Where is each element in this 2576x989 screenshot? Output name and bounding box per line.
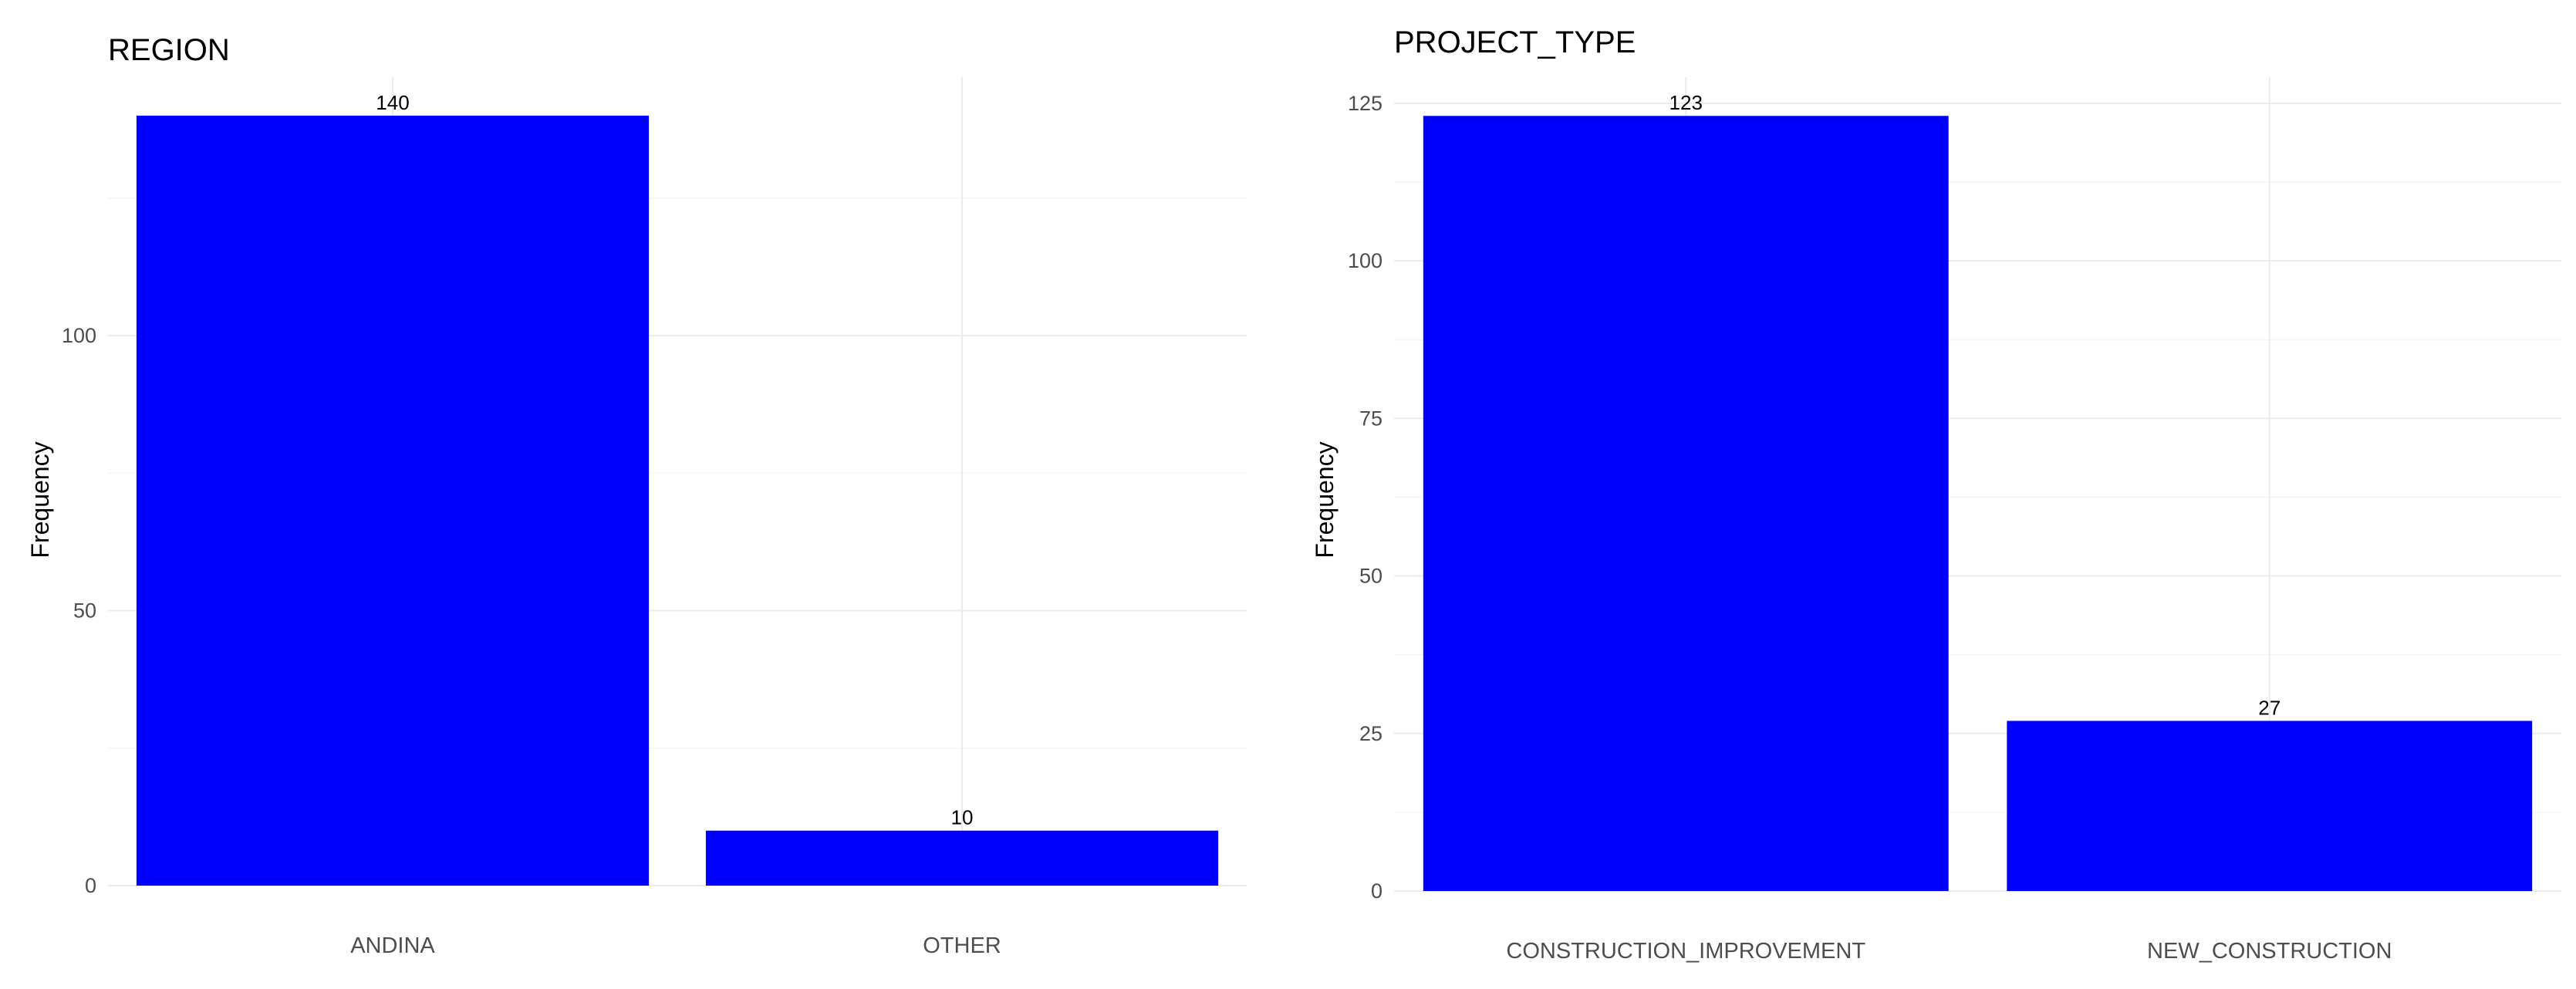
y-tick-label: 0 (1371, 879, 1383, 903)
x-tick-label: OTHER (923, 933, 1001, 958)
bar (136, 115, 650, 886)
project-type-chart: PROJECT_TYPE Frequency 12327025507510012… (1311, 25, 2561, 964)
y-tick-label: 100 (1348, 249, 1383, 272)
y-tick-label: 125 (1348, 92, 1383, 115)
y-tick-label: 75 (1359, 407, 1383, 430)
y-tick-label: 25 (1359, 722, 1383, 745)
bar-value-label: 10 (951, 806, 974, 829)
x-tick-label: NEW_CONSTRUCTION (2147, 939, 2392, 964)
y-tick-label: 50 (1359, 565, 1383, 588)
y-axis-title: Frequency (1311, 441, 1339, 558)
plot-area: 123 27 0 25 50 75 100 125 CONSTRUCTION_IMPROVEME… (1348, 77, 2561, 964)
bar-value-label: 140 (376, 91, 409, 114)
bar (705, 830, 1219, 886)
bar (1423, 116, 1949, 891)
y-tick-label: 100 (62, 324, 96, 347)
x-tick-label: ANDINA (350, 933, 435, 958)
chart-title: REGION (108, 33, 230, 67)
y-tick-label: 0 (85, 874, 96, 897)
bar-value-label: 27 (2258, 696, 2281, 719)
bar-value-label: 123 (1670, 91, 1703, 114)
x-tick-label: CONSTRUCTION_IMPROVEMENT (1506, 939, 1865, 964)
chart-title: PROJECT_TYPE (1394, 25, 1636, 59)
y-axis-title: Frequency (26, 441, 54, 558)
bar (2007, 721, 2533, 891)
y-tick-label: 50 (73, 599, 96, 623)
